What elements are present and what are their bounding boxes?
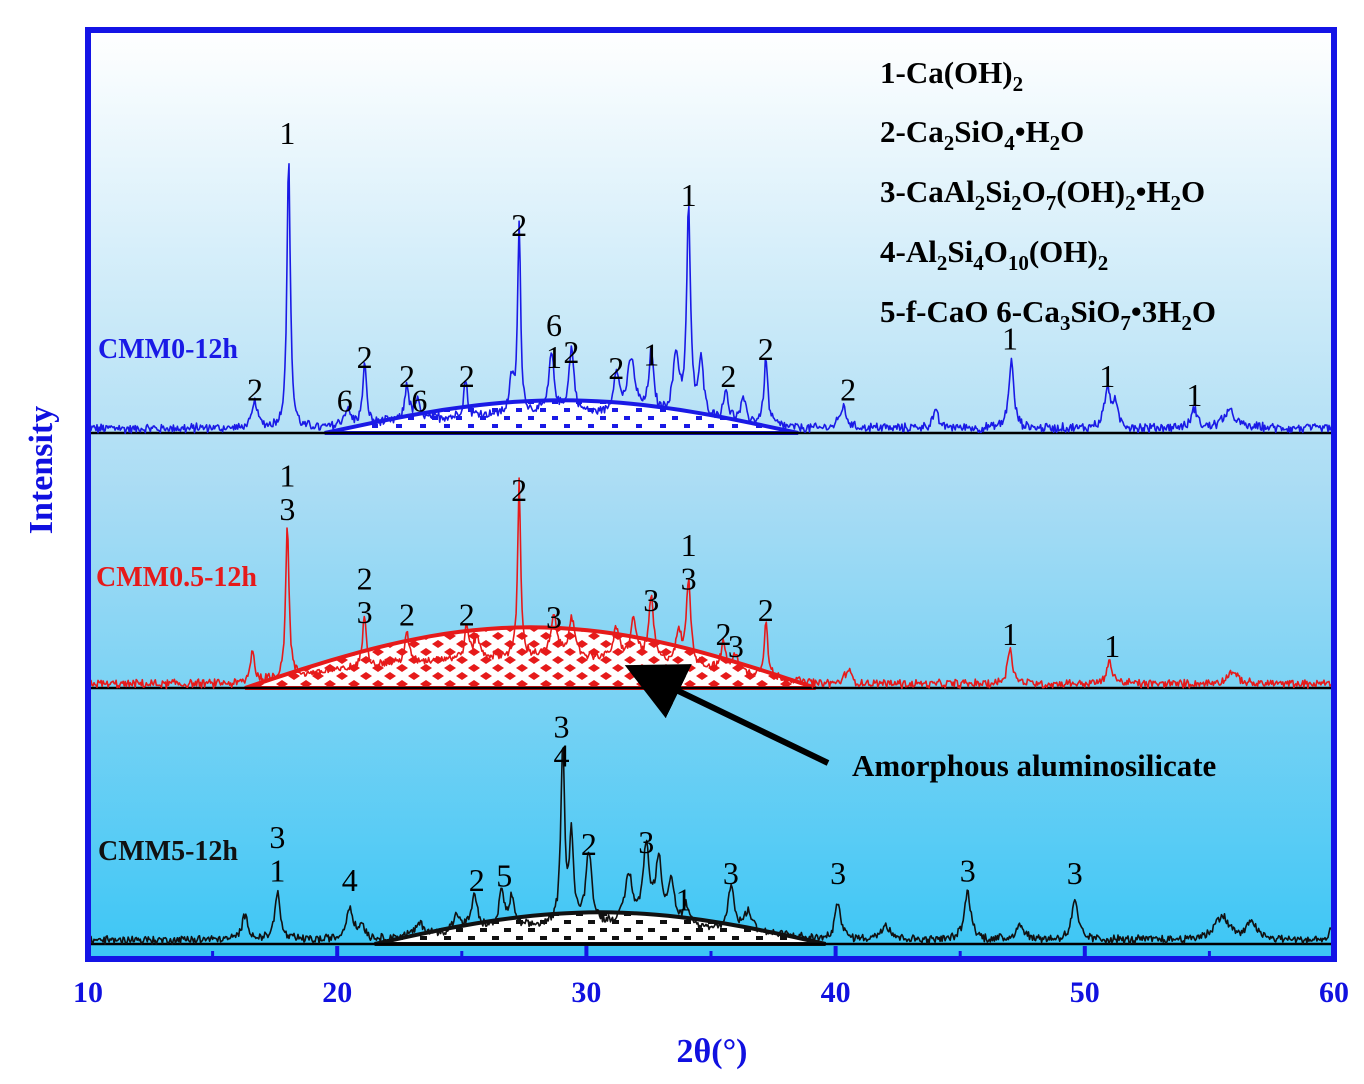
x-axis: 10 20 30 40 50 60 — [73, 946, 1349, 1009]
plot-background — [88, 30, 1334, 959]
peak-label: 3 — [638, 824, 654, 860]
peak-label: 3 — [546, 599, 562, 635]
peak-label: 3 — [554, 709, 570, 745]
peak-label: 2 — [758, 592, 774, 628]
legend-entry-2: 2-Ca2SiO4•H2O — [880, 114, 1084, 155]
peak-label: 3 — [357, 594, 373, 630]
series-label-cmm0: CMM0-12h — [98, 334, 238, 365]
x-tick-label: 40 — [821, 976, 851, 1009]
peak-label: 6 — [546, 307, 562, 343]
peak-label: 3 — [681, 561, 697, 597]
annotation-arrow — [624, 664, 830, 766]
peak-label: 1 — [1099, 358, 1115, 394]
peak-label: 2 — [511, 472, 527, 508]
peak-label: 2 — [716, 616, 732, 652]
legend: 1-Ca(OH)2 2-Ca2SiO4•H2O 3-CaAl2Si2O7(OH)… — [880, 55, 1216, 335]
peak-label: 1 — [1002, 616, 1018, 652]
peak-label: 1 — [269, 853, 285, 889]
x-tick-label: 20 — [322, 976, 352, 1009]
peak-label: 3 — [269, 819, 285, 855]
peak-label: 2 — [840, 372, 856, 408]
peak-label: 2 — [511, 207, 527, 243]
peak-label: 2 — [581, 826, 597, 862]
peak-label: 2 — [459, 597, 475, 633]
peak-label: 2 — [399, 358, 415, 394]
legend-entry-5-6: 5-f-CaO 6-Ca3SiO7•3H2O — [880, 294, 1216, 335]
y-axis-title: Intensity — [23, 406, 60, 534]
peak-label: 2 — [459, 358, 475, 394]
peak-label: 5 — [496, 857, 512, 893]
peak-label: 2 — [247, 372, 263, 408]
peak-label: 3 — [1067, 855, 1083, 891]
peak-label: 2 — [608, 350, 624, 386]
peak-label: 2 — [357, 339, 373, 375]
peak-label: 3 — [960, 853, 976, 889]
series-label-cmm05: CMM0.5-12h — [96, 562, 257, 593]
peak-label: 1 — [681, 527, 697, 563]
peak-label: 2 — [357, 561, 373, 597]
legend-entry-1: 1-Ca(OH)2 — [880, 55, 1023, 96]
amorphous-annotation: Amorphous aluminosilicate — [852, 748, 1216, 783]
x-tick-label: 10 — [73, 976, 103, 1009]
peak-label: 3 — [723, 855, 739, 891]
peak-label: 1 — [1104, 628, 1120, 664]
series-label-cmm5: CMM5-12h — [98, 836, 238, 867]
peak-label: 1 — [643, 337, 659, 373]
peak-label: 3 — [728, 628, 744, 664]
peak-label: 1 — [1002, 320, 1018, 356]
xrd-traces — [87, 163, 1335, 946]
x-tick-label: 30 — [571, 976, 601, 1009]
peak-label: 2 — [469, 862, 485, 898]
peak-label: 1 — [676, 881, 692, 917]
peak-label: 1 — [1186, 377, 1202, 413]
peak-label: 2 — [720, 358, 736, 394]
baselines — [88, 431, 1334, 946]
peak-label: 6 — [411, 382, 427, 418]
peak-label: 1 — [279, 457, 295, 493]
peak-label: 1 — [546, 339, 562, 375]
legend-entry-3: 3-CaAl2Si2O7(OH)2•H2O — [880, 174, 1205, 215]
peak-label: 2 — [563, 334, 579, 370]
peak-label: 1 — [681, 177, 697, 213]
peak-label: 3 — [830, 855, 846, 891]
peak-label: 4 — [342, 862, 358, 898]
legend-entry-4: 4-Al2Si4O10(OH)2 — [880, 234, 1108, 275]
x-tick-label: 50 — [1070, 976, 1100, 1009]
peak-label: 1 — [279, 115, 295, 151]
peak-label: 3 — [643, 582, 659, 618]
x-axis-title: 2θ(°) — [677, 1033, 748, 1070]
x-tick-label: 60 — [1319, 976, 1349, 1009]
trace-2 — [88, 747, 1335, 946]
trace-0 — [87, 163, 1335, 435]
trace-1 — [87, 477, 1335, 690]
peak-label: 3 — [279, 491, 295, 527]
peak-label: 6 — [337, 382, 353, 418]
peak-label: 4 — [554, 737, 570, 773]
peak-label: 2 — [758, 331, 774, 367]
peak-label: 2 — [399, 597, 415, 633]
